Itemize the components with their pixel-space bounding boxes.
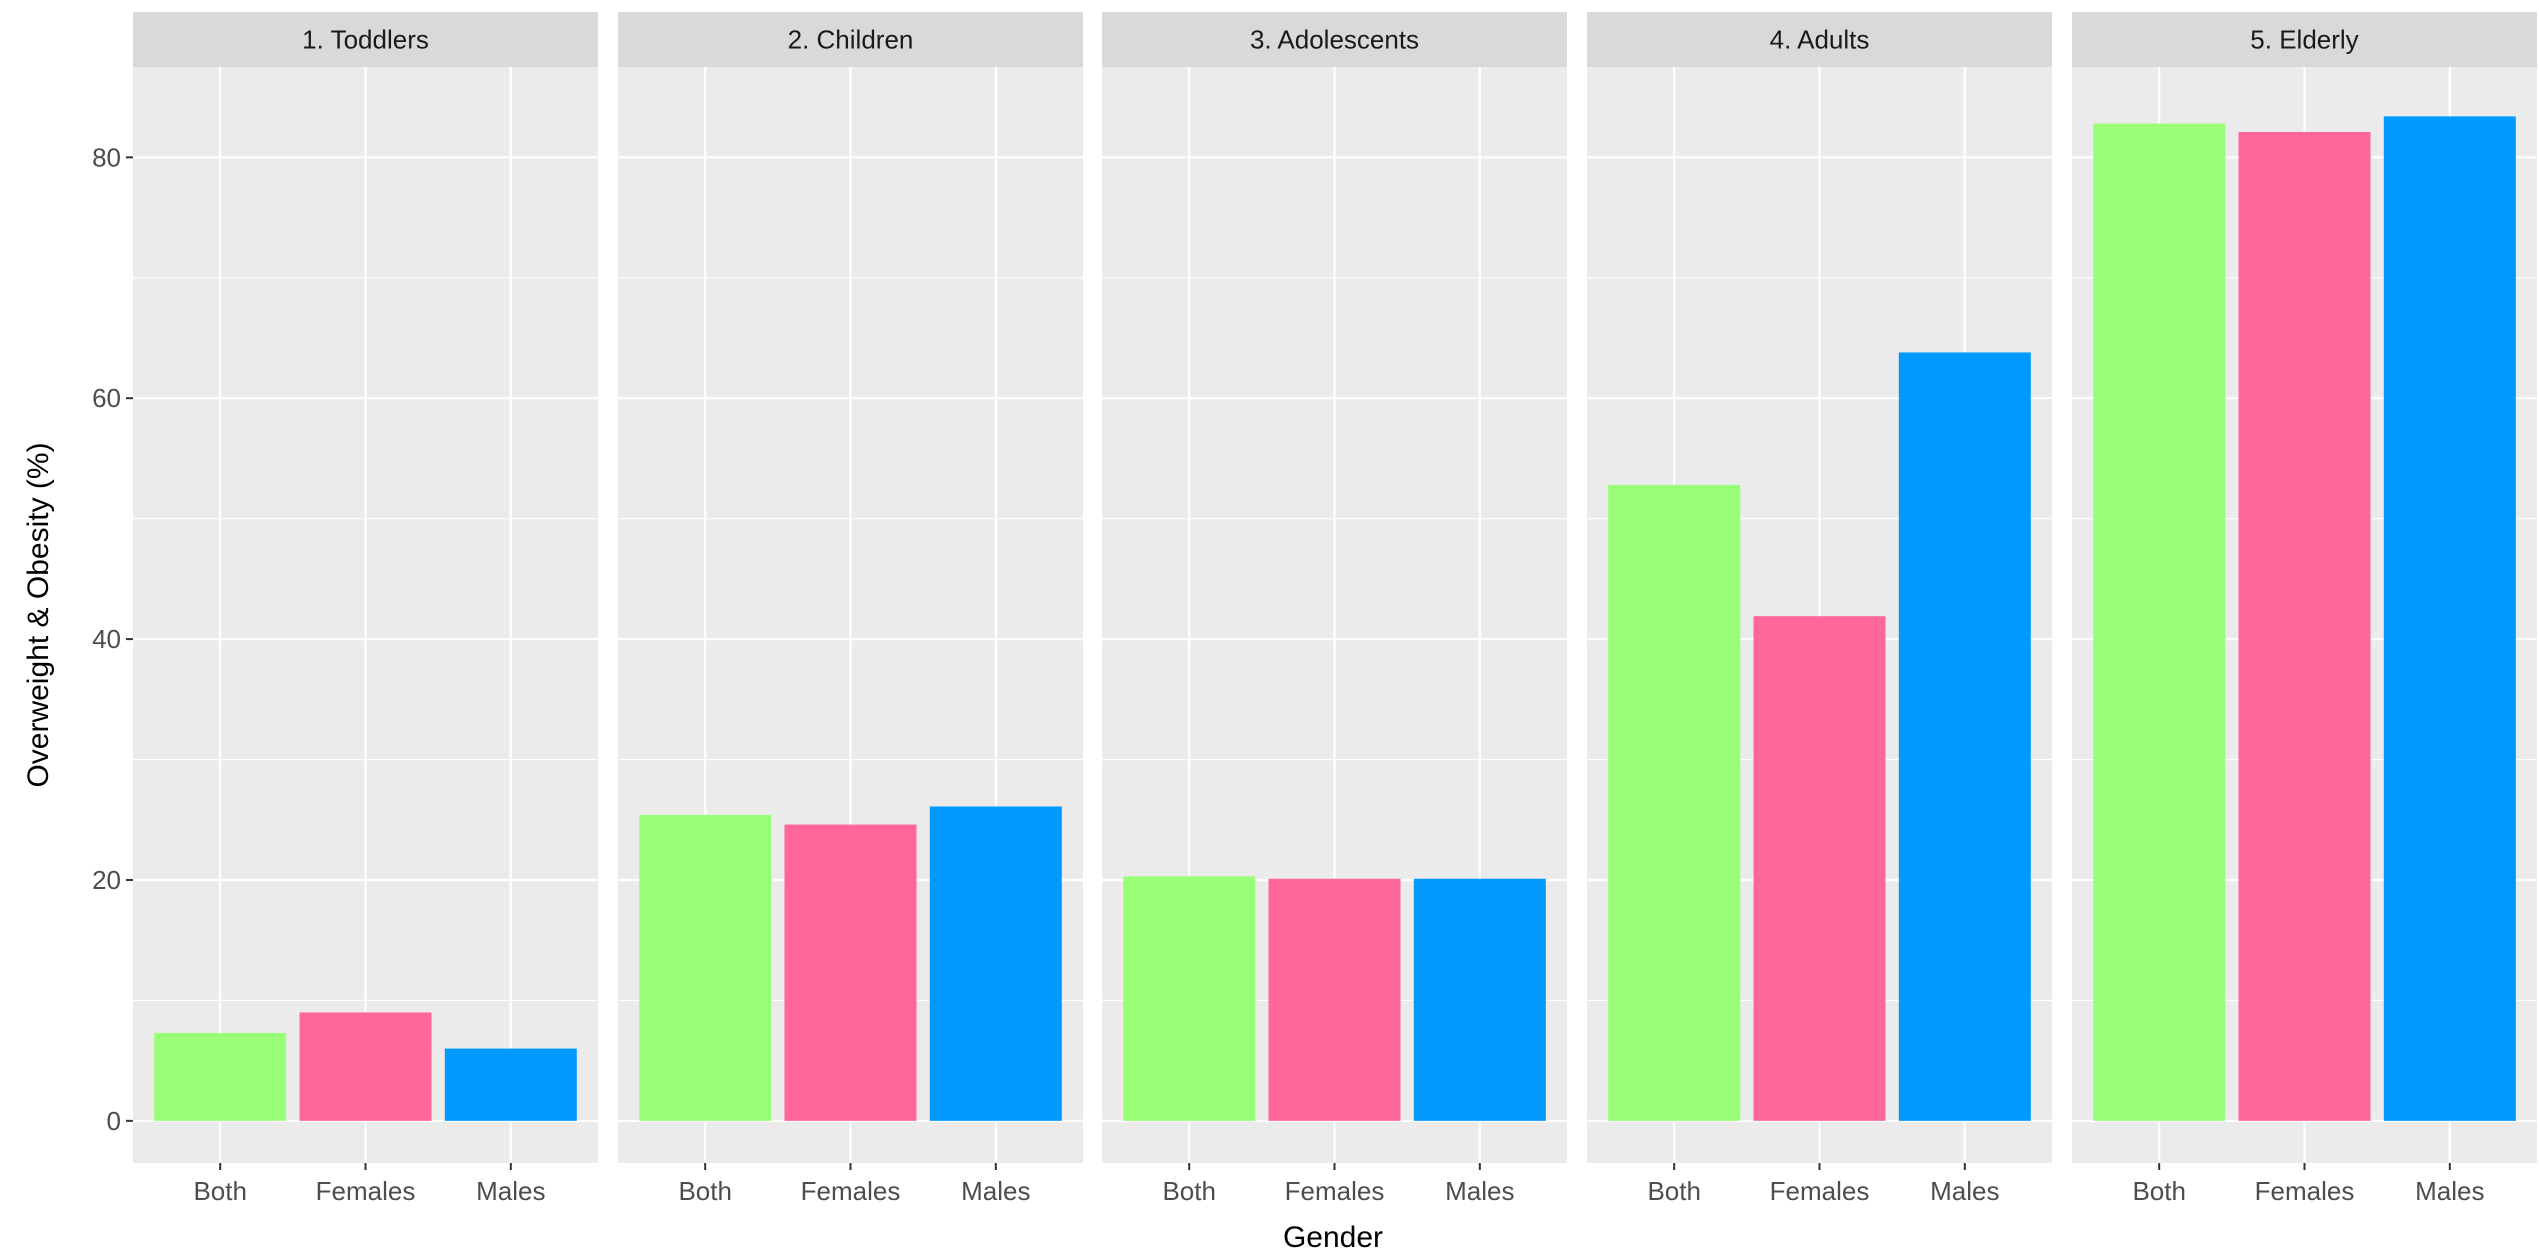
x-tick-label: Females <box>801 1176 901 1206</box>
x-tick-label: Both <box>1162 1176 1216 1206</box>
y-tick-label: 20 <box>92 865 121 895</box>
facet-panel: 4. Adults Both Females Males <box>1587 12 2052 1206</box>
facet-panel: 1. Toddlers Both Females Males <box>133 12 598 1206</box>
facet-strip-label: 1. Toddlers <box>302 25 429 55</box>
facet-strip <box>1587 12 2052 67</box>
x-tick-label: Males <box>1445 1176 1514 1206</box>
facet-strip-label: 3. Adolescents <box>1250 25 1419 55</box>
facet-panel: 3. Adolescents Both Females Males <box>1102 12 1567 1206</box>
y-axis-title: Overweight & Obesity (%) <box>22 442 55 787</box>
bar <box>1123 876 1256 1121</box>
x-axis-title: Gender <box>1283 1221 1383 1249</box>
y-tick-label: 0 <box>107 1106 121 1136</box>
bar <box>784 824 917 1121</box>
x-tick-label: Males <box>2415 1176 2484 1206</box>
x-tick-label: Females <box>1285 1176 1385 1206</box>
x-tick-label: Females <box>2255 1176 2355 1206</box>
x-tick-label: Males <box>1930 1176 1999 1206</box>
bar <box>299 1012 432 1121</box>
bar <box>2093 123 2226 1121</box>
x-tick-label: Both <box>1647 1176 1701 1206</box>
bar <box>2383 116 2516 1121</box>
bar <box>444 1048 577 1121</box>
facet-panels: 1. Toddlers Both Females Males 2. Children Bo… <box>133 12 2537 1206</box>
facet-strip <box>1102 12 1567 67</box>
facet-panel: 2. Children Both Females Males <box>618 12 1083 1206</box>
x-tick-label: Both <box>193 1176 247 1206</box>
facet-strip <box>2072 12 2537 67</box>
y-axis: 0 20 40 60 80 <box>92 142 133 1136</box>
facet-strip-label: 5. Elderly <box>2250 25 2358 55</box>
facet-strip-label: 4. Adults <box>1770 25 1870 55</box>
x-tick-label: Both <box>2132 1176 2186 1206</box>
x-tick-label: Males <box>961 1176 1030 1206</box>
x-tick-label: Both <box>678 1176 732 1206</box>
bar <box>1608 484 1741 1121</box>
y-tick-label: 80 <box>92 142 121 172</box>
y-tick-label: 60 <box>92 383 121 413</box>
x-tick-label: Males <box>476 1176 545 1206</box>
facet-panel: 5. Elderly Both Females Males <box>2072 12 2537 1206</box>
bar <box>2238 132 2371 1121</box>
y-tick-label: 40 <box>92 624 121 654</box>
bar <box>1753 616 1886 1121</box>
x-tick-label: Females <box>316 1176 416 1206</box>
facet-strip <box>618 12 1083 67</box>
facet-strip <box>133 12 598 67</box>
bar <box>154 1032 287 1121</box>
facet-strip-label: 2. Children <box>788 25 914 55</box>
bar <box>1898 352 2031 1121</box>
x-tick-label: Females <box>1770 1176 1870 1206</box>
bar <box>1413 878 1546 1121</box>
bar <box>1268 878 1401 1121</box>
bar <box>639 814 772 1121</box>
bar <box>929 806 1062 1121</box>
